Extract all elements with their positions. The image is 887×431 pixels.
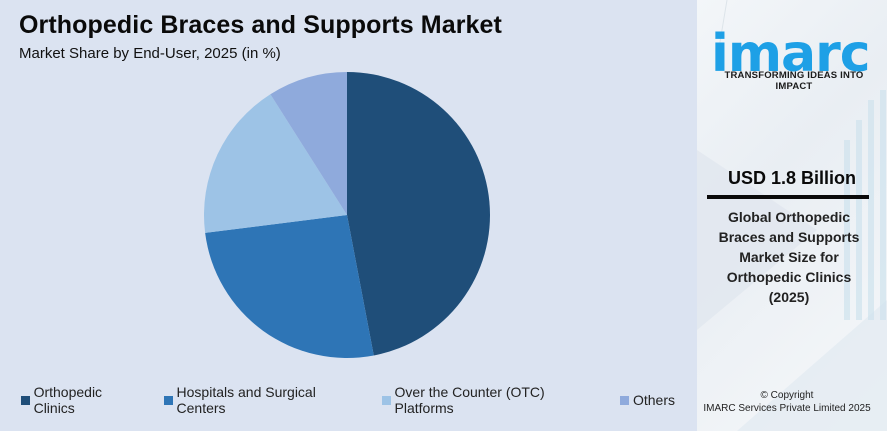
desc-line: Braces and Supports: [718, 229, 860, 245]
legend-swatch: [163, 395, 173, 405]
legend-item-hospitals: Hospitals and Surgical Centers: [163, 384, 360, 416]
legend-swatch: [381, 395, 391, 405]
highlight-description: Global Orthopedic Braces and Supports Ma…: [697, 207, 881, 307]
legend-item-otc: Over the Counter (OTC) Platforms: [381, 384, 598, 416]
desc-line: Global Orthopedic: [727, 209, 851, 225]
legend-item-others: Others: [619, 392, 675, 408]
pie-slice-others: [270, 72, 347, 215]
copyright-line: © Copyright: [760, 390, 814, 401]
legend-swatch: [21, 395, 30, 405]
divider: [707, 195, 869, 199]
pie-slice-hospitals-and-surgical-centers: [205, 215, 374, 358]
legend-swatch: [619, 395, 629, 405]
pie-slice-orthopedic-clinics: [347, 72, 490, 356]
info-sidebar: imarc TRANSFORMING IDEAS INTO IMPACT USD…: [697, 0, 887, 431]
chart-panel: Orthopedic Braces and Supports Market Ma…: [19, 11, 697, 416]
chart-legend: Orthopedic Clinics Hospitals and Surgica…: [21, 384, 697, 416]
chart-title: Orthopedic Braces and Supports Market: [19, 11, 502, 39]
copyright: © Copyright IMARC Services Private Limit…: [697, 389, 877, 415]
copyright-line: IMARC Services Private Limited 2025: [703, 403, 871, 414]
desc-line: (2025): [768, 289, 810, 305]
desc-line: Market Size for: [739, 249, 839, 265]
pie-chart: [204, 72, 490, 358]
legend-label: Orthopedic Clinics: [33, 384, 103, 416]
legend-item-orthopedic-clinics: Orthopedic Clinics: [21, 384, 142, 416]
logo-tagline: TRANSFORMING IDEAS INTO IMPACT: [724, 70, 864, 92]
desc-line: Orthopedic Clinics: [726, 269, 852, 285]
imarc-logo: imarc: [711, 24, 871, 84]
legend-label: Over the Counter (OTC) Platforms: [394, 384, 545, 416]
legend-label: Hospitals and Surgical Centers: [176, 384, 316, 416]
highlight-value: USD 1.8 Billion: [727, 168, 857, 188]
chart-subtitle: Market Share by End-User, 2025 (in %): [19, 45, 281, 62]
legend-label: Others: [632, 392, 675, 408]
pie-slice-over-the-counter-otc-platforms: [204, 94, 347, 233]
